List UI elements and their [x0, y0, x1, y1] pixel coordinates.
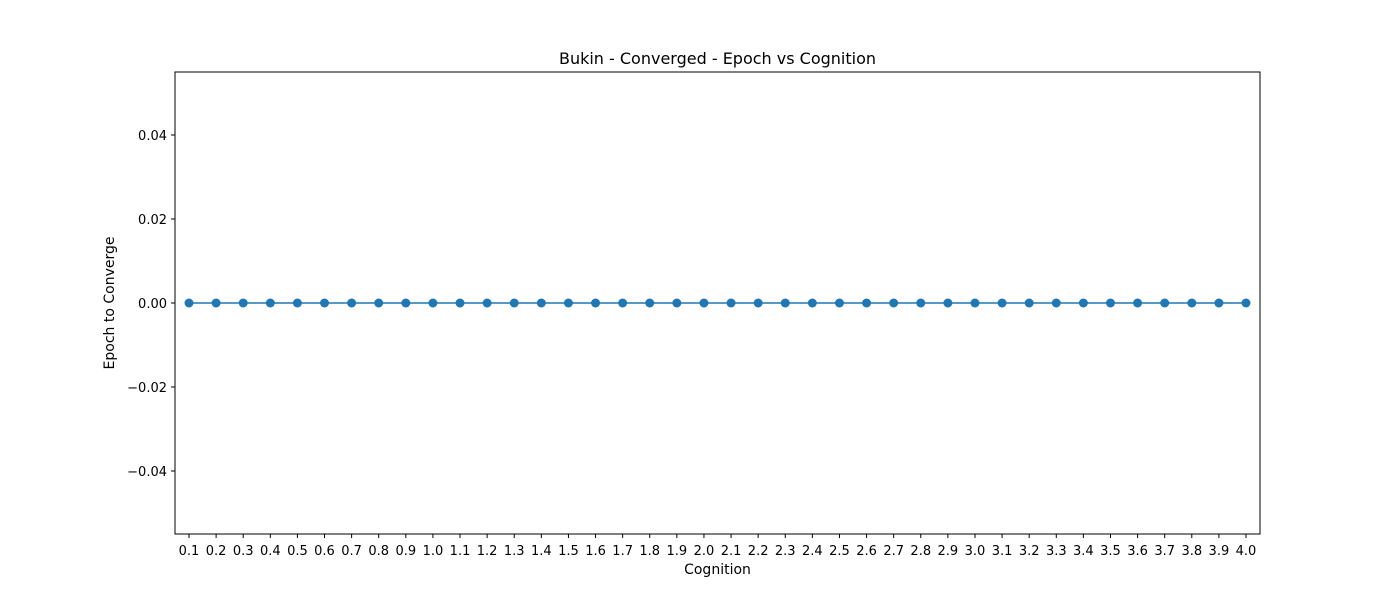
- x-tick-label: 1.3: [504, 544, 525, 559]
- data-point: [1214, 298, 1224, 308]
- data-point: [401, 298, 411, 308]
- x-tick-label: 2.3: [775, 544, 796, 559]
- x-tick-label: 1.8: [639, 544, 660, 559]
- x-tick-label: 2.7: [883, 544, 904, 559]
- data-point: [591, 298, 601, 308]
- x-tick-label: 2.1: [721, 544, 742, 559]
- data-point: [211, 298, 221, 308]
- x-tick-label: 2.4: [802, 544, 823, 559]
- x-tick-label: 2.5: [829, 544, 850, 559]
- plot-frame: [174, 71, 1261, 535]
- data-point: [943, 298, 953, 308]
- x-tick-label: 3.0: [965, 544, 986, 559]
- data-point: [509, 298, 519, 308]
- x-tick-label: 2.9: [938, 544, 959, 559]
- data-point: [726, 298, 736, 308]
- x-tick-label: 3.6: [1127, 544, 1148, 559]
- x-tick-label: 2.8: [910, 544, 931, 559]
- x-tick-label: 1.5: [558, 544, 579, 559]
- y-tick-label: −0.04: [127, 465, 167, 480]
- y-tick-label: −0.02: [127, 381, 167, 396]
- x-tick-label: 0.9: [395, 544, 416, 559]
- chart-title: Bukin - Converged - Epoch vs Cognition: [559, 49, 876, 68]
- x-tick-label: 1.1: [450, 544, 471, 559]
- data-point: [428, 298, 438, 308]
- x-tick-label: 3.1: [992, 544, 1013, 559]
- data-point: [482, 298, 492, 308]
- data-point: [238, 298, 248, 308]
- data-point: [1133, 298, 1143, 308]
- y-tick-label: 0.02: [138, 213, 167, 228]
- x-tick-label: 0.8: [368, 544, 389, 559]
- x-tick-label: 3.2: [1019, 544, 1040, 559]
- data-point: [292, 298, 302, 308]
- x-tick-label: 0.4: [260, 544, 281, 559]
- data-point: [645, 298, 655, 308]
- y-tick-label: 0.00: [138, 297, 167, 312]
- y-axis-label: Epoch to Converge: [102, 237, 118, 370]
- data-point: [862, 298, 872, 308]
- x-tick-label: 2.6: [856, 544, 877, 559]
- x-tick-label: 3.5: [1100, 544, 1121, 559]
- x-tick-label: 0.3: [233, 544, 254, 559]
- x-tick-label: 3.7: [1154, 544, 1175, 559]
- plot-area: −0.04 −0.02 0.00 0.02 0.04 0.1 0.2 0.3 0.4 0.5 0.6…: [127, 129, 1256, 559]
- data-point: [834, 298, 844, 308]
- data-point: [1078, 298, 1088, 308]
- x-tick-label: 2.2: [748, 544, 769, 559]
- x-tick-label: 3.4: [1073, 544, 1094, 559]
- data-point: [563, 298, 573, 308]
- x-tick-label: 1.7: [612, 544, 633, 559]
- x-tick-label: 0.2: [206, 544, 227, 559]
- data-point: [753, 298, 763, 308]
- x-tick-label: 0.6: [314, 544, 335, 559]
- x-axis-label: Cognition: [684, 562, 751, 578]
- data-point: [618, 298, 628, 308]
- data-point: [347, 298, 357, 308]
- data-point: [807, 298, 817, 308]
- data-point: [536, 298, 546, 308]
- data-point: [916, 298, 926, 308]
- data-point: [265, 298, 275, 308]
- x-tick-label: 0.5: [287, 544, 308, 559]
- data-point: [970, 298, 980, 308]
- x-tick-label: 3.3: [1046, 544, 1067, 559]
- x-tick-label: 1.2: [477, 544, 498, 559]
- x-tick-label: 1.0: [423, 544, 444, 559]
- data-point: [997, 298, 1007, 308]
- x-tick-label: 1.9: [667, 544, 688, 559]
- data-point: [889, 298, 899, 308]
- data-point: [1160, 298, 1170, 308]
- x-tick-label: 3.9: [1209, 544, 1230, 559]
- data-point: [320, 298, 330, 308]
- data-point: [699, 298, 709, 308]
- x-tick-label: 1.4: [531, 544, 552, 559]
- data-point: [1024, 298, 1034, 308]
- x-tick-label: 2.0: [694, 544, 715, 559]
- data-point: [1051, 298, 1061, 308]
- data-point: [672, 298, 682, 308]
- x-tick-label: 4.0: [1236, 544, 1257, 559]
- x-tick-label: 0.7: [341, 544, 362, 559]
- y-tick-label: 0.04: [138, 129, 167, 144]
- data-point: [1241, 298, 1251, 308]
- data-point: [374, 298, 384, 308]
- data-point: [780, 298, 790, 308]
- data-point: [1105, 298, 1115, 308]
- x-tick-label: 3.8: [1181, 544, 1202, 559]
- data-point: [1187, 298, 1197, 308]
- data-point: [184, 298, 194, 308]
- data-point: [455, 298, 465, 308]
- x-tick-label: 0.1: [179, 544, 200, 559]
- x-tick-label: 1.6: [585, 544, 606, 559]
